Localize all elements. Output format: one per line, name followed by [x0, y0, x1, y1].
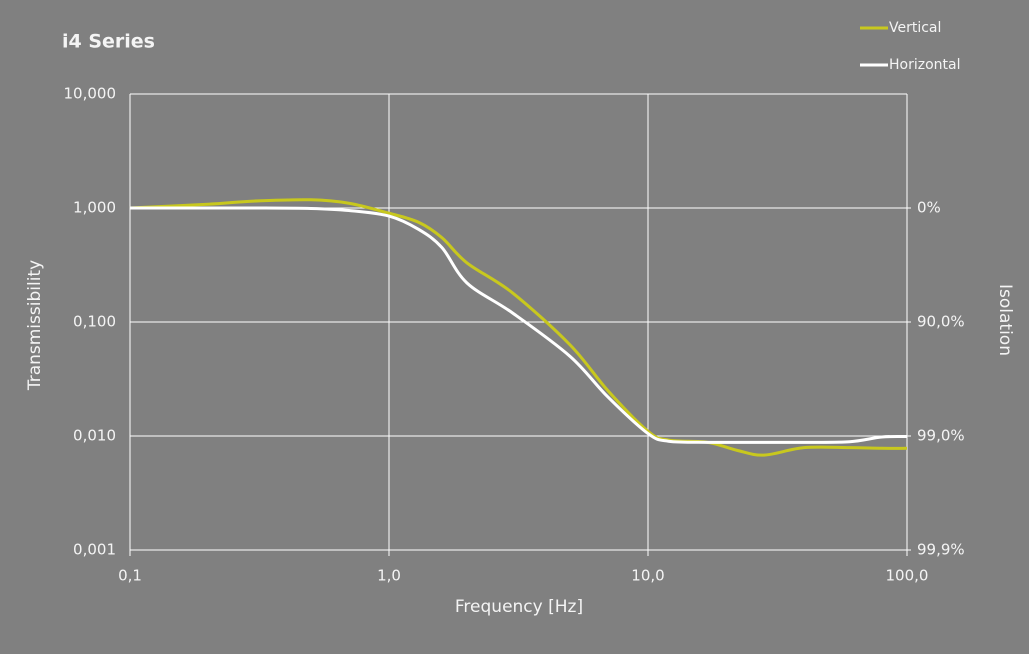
y-axis-title: Transmissibility [25, 260, 45, 391]
y-tick-label: 0,001 [73, 541, 116, 559]
data-line [129, 198, 908, 457]
y-tick-label: 1,000 [73, 199, 116, 217]
y-tick-label: 0,010 [73, 427, 116, 445]
data-line [129, 206, 908, 444]
y2-axis-title: Isolation [995, 284, 1015, 356]
x-tick-label: 1,0 [377, 567, 401, 585]
chart-title: i4 Series [62, 31, 155, 53]
x-tick-label: 0,1 [118, 567, 142, 585]
y2-tick-label: 99,9% [917, 541, 965, 559]
y-tick-label: 0,100 [73, 313, 116, 331]
y2-tick-label: 90,0% [917, 313, 965, 331]
legend-label: Horizontal [889, 57, 960, 73]
y2-tick-label: 99,0% [917, 427, 965, 445]
y2-tick-label: 0% [917, 199, 941, 217]
x-tick-label: 10,0 [631, 567, 664, 585]
x-axis-title: Frequency [Hz] [455, 597, 583, 617]
x-tick-label: 100,0 [886, 567, 929, 585]
y-tick-label: 10,000 [64, 85, 117, 103]
legend-label: Vertical [889, 20, 941, 36]
